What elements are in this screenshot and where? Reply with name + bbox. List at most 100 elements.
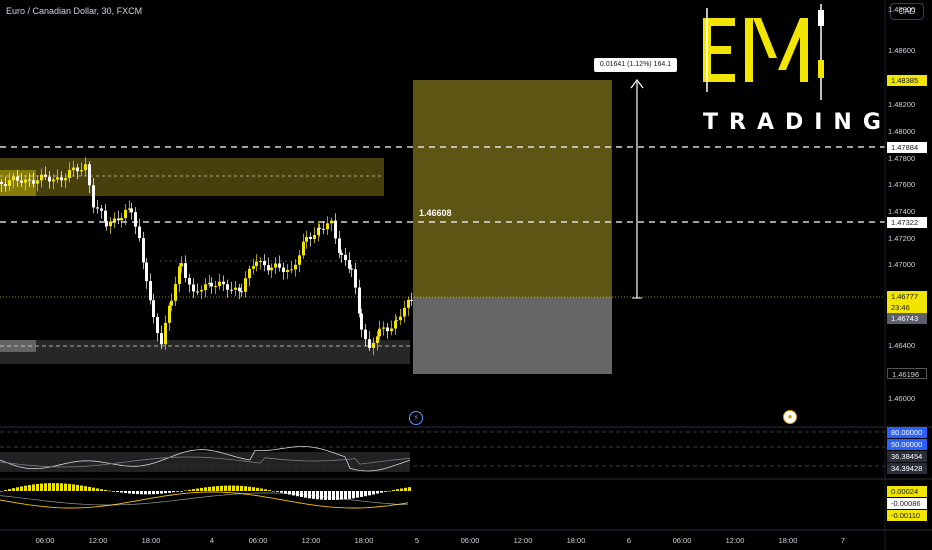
macd-bar [80,485,83,491]
candle-body [28,179,31,181]
macd-bar [216,486,219,491]
macd-bar [20,486,23,491]
candle-body [188,277,191,285]
macd-bar [344,491,347,500]
candle-body [0,182,3,184]
macd-bar [380,491,383,493]
macd-bar [320,491,323,500]
candle-body [149,281,152,301]
candle-body [184,263,187,278]
macd-bar [76,484,79,491]
candle-body [12,176,15,181]
candle-body [376,336,379,343]
price-axis-label: 1.48600 [888,46,916,55]
candle-body [134,212,137,227]
price-axis-label: 1.47400 [888,207,916,216]
macd-bar [32,484,35,491]
macd-bar [324,491,327,500]
macd-bar [144,491,147,495]
target-zone[interactable] [413,80,612,297]
measure-arrow-head [630,79,644,89]
demand-zone[interactable] [0,340,410,364]
macd-bar [224,485,227,491]
time-axis-label: 7 [840,536,846,545]
macd-bar [308,491,311,499]
lightning-icon[interactable]: ⚡ [409,411,423,425]
candle-body [372,342,375,348]
price-tag-prev-close: 1.46743 [887,313,927,324]
candle-body [44,174,47,177]
price-tag-current: 1.46777 23:46 [887,291,927,313]
candle-body [124,209,127,219]
candle-body [394,320,397,329]
candle-body [105,221,108,227]
earnings-icon[interactable]: ● [783,410,797,424]
macd-bar [116,491,119,492]
macd-bar [164,491,167,494]
candle-body [309,236,312,240]
time-axis-label: 18:00 [354,536,374,545]
candle-body [234,287,237,290]
price-axis-label: 1.47600 [888,180,916,189]
candle-body [76,167,79,172]
time-axis-label: 06:00 [672,536,692,545]
candle-body [395,320,398,322]
level-annotation[interactable]: 1.46608 [419,208,452,218]
candle-body [330,220,333,224]
macd-bar [172,491,175,493]
candle-body [238,287,241,292]
candle-body [358,287,361,314]
candle-body [317,227,320,235]
candle-body [410,299,413,301]
candle-body [64,177,67,181]
candle-body [240,291,243,293]
macd-bar [408,487,411,491]
stop-zone[interactable] [413,297,612,374]
macd-bar [36,483,39,491]
candle-body [340,252,343,255]
macd-bar [312,491,315,499]
symbol-title[interactable]: Euro / Canadian Dollar, 30, FXCM [6,6,143,16]
candle-body [259,261,262,263]
macd-bar [156,491,159,494]
macd-bar [268,490,271,491]
macd-bar [208,486,211,491]
currency-button[interactable]: CAD [890,3,924,20]
macd-bar [328,491,331,500]
macd-bar [56,483,59,491]
supply-zone[interactable] [0,158,384,196]
candle-body [96,207,99,209]
macd-bar [96,488,99,491]
candle-body [390,328,393,332]
macd-bar [196,488,199,491]
candle-body [145,262,148,282]
macd-bar [0,491,3,492]
candle-body [208,282,211,285]
time-axis-label: 12:00 [301,536,321,545]
time-axis-label: 6 [626,536,632,545]
macd-bar [276,491,279,492]
rsi-tag-mid: 50.00000 [887,439,927,450]
em-logo [703,4,824,100]
macd-bar [152,491,155,495]
macd-bar [88,486,91,491]
macd-bar [360,491,363,497]
measure-label[interactable]: 0.01641 (1.12%) 164.1 [594,58,677,72]
candle-body [322,228,325,230]
candle-body [305,236,308,242]
time-axis-label: 5 [414,536,420,545]
macd-bar [400,488,403,491]
macd-bar [316,491,319,500]
price-axis-label: 1.47000 [888,260,916,269]
macd-bar [16,487,19,491]
candle-body [4,184,7,186]
candle-body [378,328,381,337]
macd-bar [240,485,243,491]
macd-bar [368,491,371,496]
macd-bar [24,485,27,491]
candle-body [274,263,277,268]
candle-body [170,300,173,306]
candle-body [313,234,316,240]
candle-body [403,307,406,317]
